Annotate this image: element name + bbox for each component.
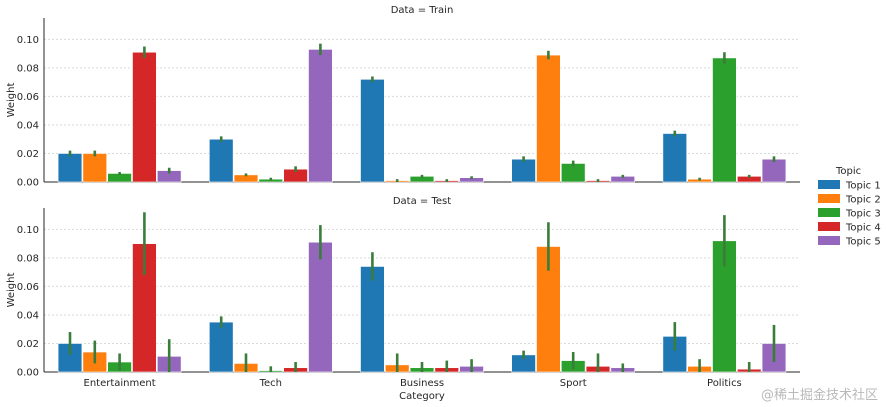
legend-title: Topic: [835, 166, 861, 177]
watermark-text: @稀土掘金技术社区: [760, 388, 878, 403]
y-tick-label: 0.08: [17, 253, 39, 264]
panel-title: Data = Train: [391, 5, 454, 16]
x-tick-label: Business: [400, 378, 444, 389]
legend-label: Topic 1: [845, 181, 881, 192]
y-axis-label: Weight: [6, 273, 17, 308]
legend-swatch: [818, 222, 840, 231]
legend-label: Topic 3: [845, 209, 881, 220]
legend-label: Topic 2: [845, 195, 881, 206]
bar-topic-1: [57, 153, 83, 183]
legend-swatch: [818, 180, 840, 189]
bar-topic-4: [132, 51, 157, 183]
x-tick-label: Tech: [259, 378, 282, 389]
x-tick-label: Entertainment: [84, 378, 156, 389]
panel-test: 0.00 0.02 0.04 0.06 0.08 0.10 Data = Test Weigh…: [6, 196, 800, 402]
y-tick-label: 0.06: [17, 92, 39, 103]
y-axis-label: Weight: [6, 83, 17, 118]
bar-topic-1: [360, 266, 385, 373]
bar-topic-2: [82, 153, 108, 183]
bar-topic-5: [308, 241, 333, 373]
x-tick-label: Politics: [707, 378, 742, 389]
x-axis-label: Category: [399, 391, 445, 402]
legend-swatch: [818, 194, 840, 203]
legend: Topic Topic 1 Topic 2 Topic 3 Topic 4 Topic 5: [818, 166, 881, 248]
bar-topic-1: [662, 133, 688, 183]
legend-label: Topic 4: [845, 223, 881, 234]
y-tick-label: 0.10: [17, 225, 39, 236]
bar-topic-1: [360, 79, 385, 183]
bar-topic-5: [308, 49, 333, 183]
legend-swatch: [818, 208, 840, 217]
bar-topic-1: [209, 138, 234, 183]
y-tick-label: 0.10: [17, 35, 39, 46]
x-tick-label: Sport: [560, 378, 587, 389]
legend-label: Topic 5: [845, 237, 881, 248]
bar-topic-2: [536, 54, 561, 183]
y-tick-label: 0.08: [17, 63, 39, 74]
bar-topic-5: [761, 158, 787, 183]
legend-swatch: [818, 236, 840, 245]
y-tick-label: 0.06: [17, 282, 39, 293]
panel-title: Data = Test: [393, 196, 451, 207]
bar-topic-1: [511, 158, 536, 183]
panel-train: 0.00 0.02 0.04 0.06 0.08 0.10 Data = Train Weig…: [6, 5, 800, 189]
y-tick-label: 0.00: [17, 178, 39, 189]
bar-topic-1: [209, 321, 234, 373]
y-tick-label: 0.04: [17, 310, 39, 321]
y-tick-label: 0.00: [17, 368, 39, 379]
y-tick-label: 0.04: [17, 120, 39, 131]
y-tick-label: 0.02: [17, 149, 39, 160]
y-tick-label: 0.02: [17, 339, 39, 350]
bar-topic-3: [712, 57, 737, 183]
